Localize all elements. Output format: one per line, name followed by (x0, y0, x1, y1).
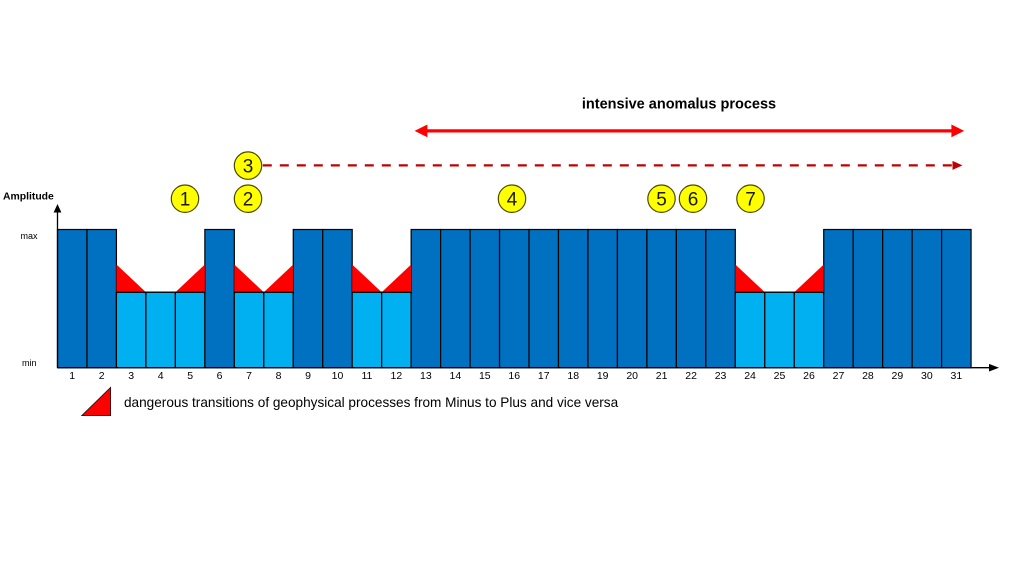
svg-text:11: 11 (361, 370, 372, 382)
svg-text:intensive anomalus process: intensive anomalus process (582, 96, 776, 112)
svg-text:6: 6 (688, 189, 699, 210)
svg-text:Amplitude: Amplitude (3, 192, 54, 203)
svg-text:23: 23 (715, 370, 727, 382)
svg-text:27: 27 (833, 370, 845, 382)
svg-text:7: 7 (246, 370, 252, 382)
svg-text:3: 3 (243, 156, 254, 177)
svg-text:31: 31 (950, 370, 962, 382)
svg-text:28: 28 (862, 370, 874, 382)
svg-text:2: 2 (99, 370, 105, 382)
svg-text:10: 10 (332, 370, 344, 382)
svg-text:5: 5 (187, 370, 193, 382)
svg-text:18: 18 (567, 370, 579, 382)
svg-text:16: 16 (508, 370, 520, 382)
svg-text:3: 3 (128, 370, 134, 382)
svg-text:2: 2 (243, 189, 254, 210)
svg-text:25: 25 (774, 370, 786, 382)
svg-text:14: 14 (450, 370, 462, 382)
svg-text:15: 15 (479, 370, 491, 382)
svg-text:6: 6 (217, 370, 223, 382)
svg-text:24: 24 (744, 370, 756, 382)
svg-text:5: 5 (656, 189, 667, 210)
svg-text:1: 1 (180, 189, 191, 210)
svg-text:13: 13 (420, 370, 432, 382)
svg-text:8: 8 (276, 370, 282, 382)
svg-text:max: max (20, 231, 38, 241)
svg-text:21: 21 (656, 370, 668, 382)
svg-text:17: 17 (538, 370, 550, 382)
svg-text:19: 19 (597, 370, 609, 382)
svg-text:7: 7 (745, 189, 756, 210)
svg-text:20: 20 (626, 370, 638, 382)
svg-text:30: 30 (921, 370, 933, 382)
svg-text:4: 4 (507, 189, 518, 210)
svg-text:1: 1 (69, 370, 75, 382)
svg-text:dangerous transitions of geoph: dangerous transitions of geophysical pro… (124, 395, 619, 410)
svg-text:9: 9 (305, 370, 311, 382)
svg-text:4: 4 (158, 370, 164, 382)
svg-text:22: 22 (685, 370, 697, 382)
svg-text:min: min (22, 358, 37, 368)
svg-text:29: 29 (892, 370, 904, 382)
svg-text:12: 12 (391, 370, 403, 382)
svg-text:26: 26 (803, 370, 815, 382)
